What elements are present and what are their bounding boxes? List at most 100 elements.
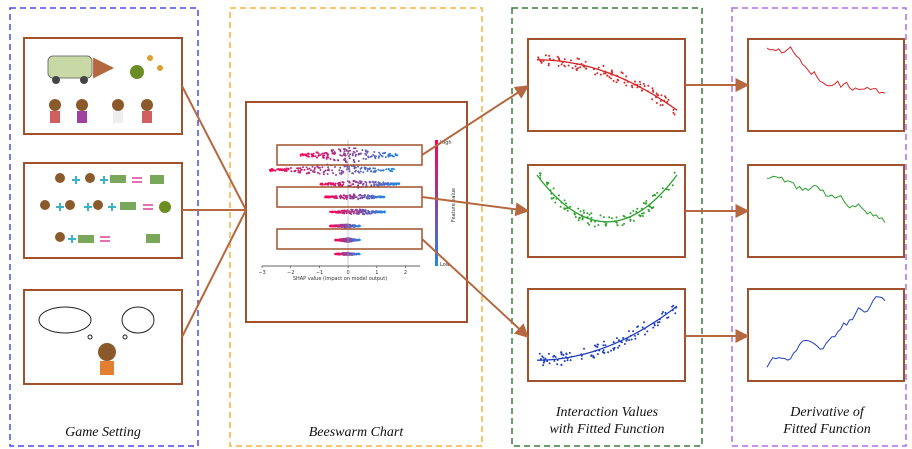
swarm-dot	[369, 167, 371, 169]
swarm-dot	[334, 159, 336, 161]
swarm-dot	[335, 253, 337, 255]
scatter-dot	[608, 76, 610, 78]
scatter-dot	[613, 341, 615, 343]
swarm-dot	[354, 239, 356, 241]
swarm-dot	[330, 183, 332, 185]
swarm-dot	[331, 196, 333, 198]
swarm-dot	[348, 166, 350, 168]
swarm-dot	[382, 170, 384, 172]
swarm-dot	[339, 182, 341, 184]
swarm-dot	[359, 208, 361, 210]
scatter-dot	[645, 200, 647, 202]
scatter-dot	[617, 224, 619, 226]
swarm-dot	[346, 168, 348, 170]
scatter-dot	[552, 356, 554, 358]
scatter-dot	[636, 208, 638, 210]
scatter-dot	[548, 353, 550, 355]
swarm-dot	[363, 210, 365, 212]
swarm-dot	[359, 194, 361, 196]
swarm-dot	[339, 253, 341, 255]
swarm-dot	[341, 196, 343, 198]
swarm-dot	[270, 170, 272, 172]
scatter-dot	[666, 317, 668, 319]
scatter-dot	[592, 356, 594, 358]
scatter-dot	[549, 58, 551, 60]
scatter-dot	[644, 85, 646, 87]
swarm-dot	[337, 211, 339, 213]
swarm-dot	[370, 170, 372, 172]
scatter-dot	[647, 85, 649, 87]
scatter-dot	[644, 334, 646, 336]
scatter-dot	[618, 345, 620, 347]
scatter-dot	[564, 199, 566, 201]
swarm-dot	[284, 168, 286, 170]
swarm-dot	[359, 180, 361, 182]
scatter-dot	[643, 212, 645, 214]
swarm-dot	[313, 170, 315, 172]
scatter-dot	[570, 359, 572, 361]
swarm-dot	[273, 169, 275, 171]
swarm-dot	[338, 169, 340, 171]
swarm-dot	[319, 167, 321, 169]
swarm-dot	[356, 225, 358, 227]
scatter-dot	[563, 207, 565, 209]
swarm-dot	[373, 184, 375, 186]
swarm-dot	[331, 169, 333, 171]
swarm-dot	[374, 157, 376, 159]
swarm-dot	[319, 173, 321, 175]
swarm-dot	[335, 174, 337, 176]
swarm-dot	[368, 156, 370, 158]
swarm-dot	[352, 195, 354, 197]
swarm-dot	[361, 167, 363, 169]
scatter-dot	[643, 83, 645, 85]
swarm-dot	[372, 154, 374, 156]
swarm-dot	[290, 167, 292, 169]
scatter-dot	[558, 194, 560, 196]
diagram: −3−2−1012 SHAP value (impact on model ou…	[0, 0, 912, 449]
scatter-dot	[652, 195, 654, 197]
scatter-dot	[608, 216, 610, 218]
derivative-box	[748, 165, 904, 257]
swarm-dot	[351, 183, 353, 185]
swarm-dot	[343, 182, 345, 184]
panel-label: Game Setting	[65, 425, 141, 440]
swarm-dot	[385, 156, 387, 158]
swarm-dot	[344, 227, 346, 229]
swarm-dot	[323, 173, 325, 175]
swarm-dot	[362, 197, 364, 199]
swarm-dot	[350, 253, 352, 255]
swarm-dot	[281, 168, 283, 170]
scatter-dot	[630, 219, 632, 221]
interaction-box	[528, 165, 685, 257]
scatter-dot	[660, 196, 662, 198]
scatter-dot	[660, 104, 662, 106]
swarm-dot	[354, 225, 356, 227]
swarm-dot	[340, 150, 342, 152]
scatter-dot	[634, 335, 636, 337]
swarm-dot	[363, 213, 365, 215]
scatter-dot	[652, 206, 654, 208]
scatter-dot	[561, 354, 563, 356]
scatter-dot	[561, 63, 563, 65]
swarm-dot	[387, 184, 389, 186]
swarm-dot	[358, 225, 360, 227]
scatter-dot	[616, 81, 618, 83]
scatter-dot	[556, 363, 558, 365]
swarm-dot	[395, 154, 397, 156]
scatter-dot	[558, 65, 560, 67]
scatter-dot	[605, 225, 607, 227]
scatter-dot	[657, 324, 659, 326]
swarm-dot	[325, 195, 327, 197]
scatter-dot	[611, 70, 613, 72]
scatter-dot	[576, 69, 578, 71]
swarm-dot	[367, 151, 369, 153]
swarm-dot	[327, 155, 329, 157]
swarm-dot	[316, 157, 318, 159]
swarm-dot	[353, 147, 355, 149]
panel-label: Derivative of	[789, 405, 866, 420]
scatter-dot	[585, 68, 587, 70]
swarm-dot	[362, 183, 364, 185]
swarm-dot	[360, 153, 362, 155]
interaction-box	[528, 39, 685, 131]
swarm-dot	[296, 167, 298, 169]
